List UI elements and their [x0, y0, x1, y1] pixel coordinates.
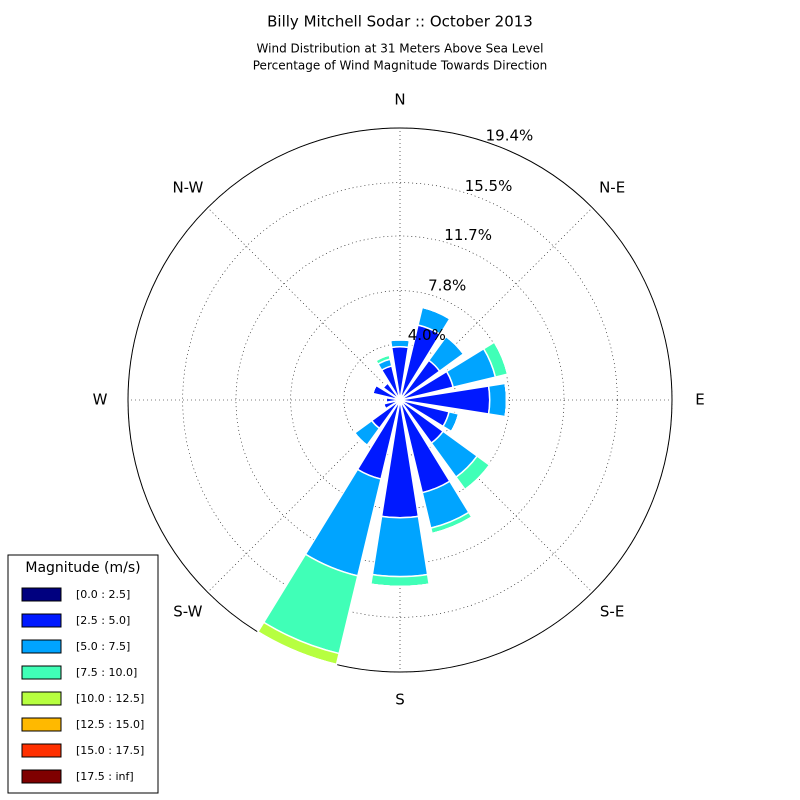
bar-segment — [487, 382, 508, 418]
bar-segment — [431, 516, 473, 535]
legend-swatch — [21, 613, 62, 628]
legend-swatch — [21, 639, 62, 654]
bar-segment — [390, 338, 410, 342]
r-tick-label: 19.4% — [486, 126, 534, 144]
chart-subtitle: Wind Distribution at 31 Meters Above Sea… — [257, 42, 544, 56]
direction-label: N-E — [599, 178, 625, 196]
r-tick-label: 11.7% — [444, 226, 492, 244]
grid-circle — [235, 235, 565, 565]
bar-segment — [450, 413, 460, 432]
chart-title: Billy Mitchell Sodar :: October 2013 — [267, 13, 533, 31]
legend-label: [17.5 : inf] — [76, 770, 134, 783]
radial-grid-line — [207, 399, 401, 593]
legend-swatch — [21, 587, 62, 602]
legend-label: [12.5 : 15.0] — [76, 718, 144, 731]
legend-swatch — [21, 691, 62, 706]
direction-label: S-E — [600, 603, 624, 621]
bar-segment — [371, 515, 429, 578]
r-tick-label: 7.8% — [428, 277, 466, 295]
polar-frame — [127, 127, 673, 673]
direction-label: S-W — [173, 603, 202, 621]
bar-segment — [464, 464, 491, 491]
bar-segment — [382, 382, 389, 389]
r-tick-label: 15.5% — [465, 177, 513, 195]
legend-label: [7.5 : 10.0] — [76, 666, 137, 679]
legend-label: [10.0 : 12.5] — [76, 692, 144, 705]
legend-swatch — [21, 717, 62, 732]
bar-segment — [389, 338, 411, 349]
legend-swatch — [21, 743, 62, 758]
grid-circle — [290, 290, 510, 510]
legend-label: [2.5 : 5.0] — [76, 614, 130, 627]
legend-swatch — [21, 769, 62, 784]
legend-title: Magnitude (m/s) — [25, 560, 140, 576]
bar-segment — [445, 335, 465, 355]
radial-grid-line — [207, 207, 401, 401]
legend-label: [0.0 : 2.5] — [76, 588, 130, 601]
grid-circle — [182, 182, 618, 618]
direction-label: N-W — [172, 178, 203, 196]
bar-segment — [382, 403, 387, 410]
direction-label: N — [394, 91, 405, 109]
radial-grid-line — [399, 399, 593, 593]
bar-segment — [504, 383, 508, 417]
legend-swatch — [21, 665, 62, 680]
direction-label: W — [93, 391, 108, 409]
legend-label: [5.0 : 7.5] — [76, 640, 130, 653]
direction-label: S — [395, 691, 405, 709]
direction-label: E — [695, 391, 704, 409]
bar-segment — [493, 341, 509, 375]
bar-segment — [422, 306, 451, 320]
chart-subtitle: Percentage of Wind Magnitude Towards Dir… — [253, 59, 547, 73]
legend-label: [15.0 : 17.5] — [76, 744, 144, 757]
r-tick-label: 4.0% — [408, 326, 446, 344]
radial-grid-line — [399, 207, 593, 401]
